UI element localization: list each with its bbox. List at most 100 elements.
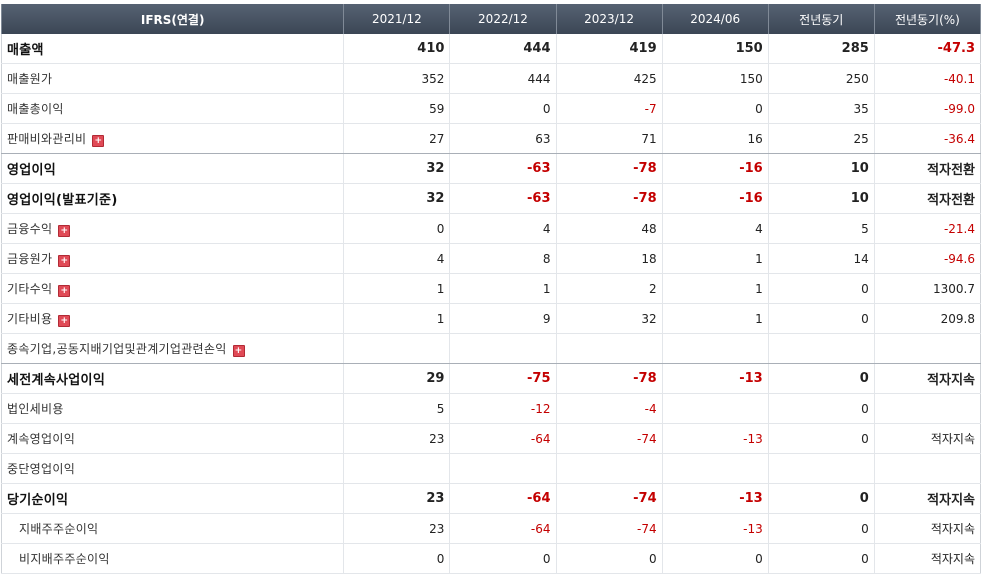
value-cell: 150 — [661, 34, 769, 64]
value-cell: 23 — [343, 513, 450, 544]
row-label: 매출총이익 — [7, 102, 64, 116]
value-cell: 444 — [449, 34, 557, 64]
value-cell: 27 — [343, 123, 450, 154]
value-cell: -7 — [555, 93, 663, 124]
header-row: IFRS(연결) 2021/12 2022/12 2023/12 2024/06… — [0, 4, 982, 34]
row-label-cell: 영업이익(발표기준) — [0, 183, 344, 214]
value-cell: 0 — [343, 543, 450, 574]
value-cell: 1 — [343, 303, 450, 334]
table-header: IFRS(연결) 2021/12 2022/12 2023/12 2024/06… — [0, 4, 982, 34]
value-cell — [661, 393, 769, 424]
value-cell: 150 — [661, 63, 769, 94]
plus-expand-icon[interactable]: + — [58, 285, 71, 297]
value-cell: -78 — [555, 363, 663, 394]
value-cell — [555, 453, 663, 484]
table-row: 매출액 410 444 419 150 285 -47.3 — [0, 34, 982, 64]
value-cell: 0 — [661, 543, 769, 574]
value-cell: 5 — [343, 393, 450, 424]
value-cell: -64 — [449, 483, 557, 514]
value-cell: -74 — [555, 513, 663, 544]
header-col-2023: 2023/12 — [555, 4, 663, 34]
value-cell: 29 — [343, 363, 450, 394]
value-cell: 18 — [555, 243, 663, 274]
value-cell: 1 — [661, 273, 769, 304]
value-cell: 4 — [661, 213, 769, 244]
value-cell: 16 — [661, 123, 769, 154]
value-cell: 0 — [767, 273, 875, 304]
value-cell: -16 — [661, 183, 769, 214]
value-cell: 0 — [767, 543, 875, 574]
table-row: 지배주주순이익 23 -64 -74 -13 0 적자지속 — [0, 513, 982, 544]
value-cell: 1 — [343, 273, 450, 304]
value-cell: -13 — [661, 363, 769, 394]
value-cell: 425 — [555, 63, 663, 94]
value-cell: 5 — [767, 213, 875, 244]
value-cell: 23 — [343, 483, 450, 514]
plus-expand-icon[interactable]: + — [58, 225, 71, 237]
plus-expand-icon[interactable]: + — [58, 255, 71, 267]
value-cell: 1 — [661, 243, 769, 274]
value-cell: 1300.7 — [873, 273, 982, 304]
value-cell: 59 — [343, 93, 450, 124]
value-cell: -47.3 — [873, 34, 982, 64]
row-label: 계속영업이익 — [7, 432, 76, 446]
value-cell: 32 — [343, 153, 450, 184]
row-label-cell: 계속영업이익 — [0, 423, 344, 454]
value-cell: 48 — [555, 213, 663, 244]
plus-expand-icon[interactable]: + — [58, 315, 71, 327]
table-row: 금융수익 +0 4 48 4 5 -21.4 — [0, 213, 982, 244]
header-col-2024-06: 2024/06 — [661, 4, 769, 34]
financial-table: IFRS(연결) 2021/12 2022/12 2023/12 2024/06… — [0, 4, 982, 574]
value-cell: 0 — [767, 483, 875, 514]
table-row: 영업이익 32 -63 -78 -16 10 적자전환 — [0, 153, 982, 184]
value-cell: 25 — [767, 123, 875, 154]
value-cell — [767, 453, 875, 484]
value-cell: 9 — [449, 303, 557, 334]
row-label-cell: 영업이익 — [0, 153, 344, 184]
value-cell: 2 — [555, 273, 663, 304]
table-row: 판매비와관리비 +27 63 71 16 25 -36.4 — [0, 123, 982, 154]
value-cell: -74 — [555, 423, 663, 454]
value-cell: 0 — [449, 93, 557, 124]
row-label: 판매비와관리비 — [7, 132, 87, 146]
header-ifrs: IFRS(연결) — [0, 4, 345, 34]
row-label-cell: 판매비와관리비 + — [0, 123, 344, 154]
value-cell: 209.8 — [873, 303, 982, 334]
value-cell: 0 — [661, 93, 769, 124]
value-cell: 적자지속 — [873, 423, 982, 454]
row-label-cell: 매출액 — [0, 34, 344, 64]
plus-expand-icon[interactable]: + — [92, 135, 105, 147]
plus-expand-icon[interactable]: + — [232, 345, 245, 357]
value-cell: 0 — [767, 423, 875, 454]
value-cell: -94.6 — [873, 243, 982, 274]
row-label-cell: 세전계속사업이익 — [0, 363, 344, 394]
row-label: 지배주주순이익 — [19, 522, 99, 536]
value-cell — [767, 333, 875, 364]
value-cell: 0 — [343, 213, 450, 244]
value-cell: -64 — [449, 513, 557, 544]
row-label-cell: 기타비용 + — [0, 303, 344, 334]
table-row: 기타수익 +1 1 2 1 0 1300.7 — [0, 273, 982, 304]
value-cell: 적자전환 — [873, 183, 982, 214]
value-cell: 32 — [343, 183, 450, 214]
value-cell — [343, 453, 450, 484]
value-cell: 0 — [767, 513, 875, 544]
header-col-yoy: 전년동기 — [767, 4, 875, 34]
row-label: 법인세비용 — [7, 402, 64, 416]
header-col-2022: 2022/12 — [449, 4, 557, 34]
value-cell: -78 — [555, 183, 663, 214]
value-cell: 적자전환 — [873, 153, 982, 184]
value-cell: 352 — [343, 63, 450, 94]
value-cell — [449, 453, 557, 484]
row-label: 종속기업,공동지배기업및관계기업관련손익 — [7, 342, 227, 356]
value-cell — [873, 393, 982, 424]
value-cell — [661, 333, 769, 364]
value-cell: -12 — [449, 393, 557, 424]
value-cell: 444 — [449, 63, 557, 94]
row-label: 금융수익 — [7, 222, 53, 236]
row-label: 매출원가 — [7, 72, 53, 86]
value-cell: -75 — [449, 363, 557, 394]
row-label: 영업이익 — [7, 163, 57, 178]
value-cell: -74 — [555, 483, 663, 514]
value-cell: 63 — [449, 123, 557, 154]
